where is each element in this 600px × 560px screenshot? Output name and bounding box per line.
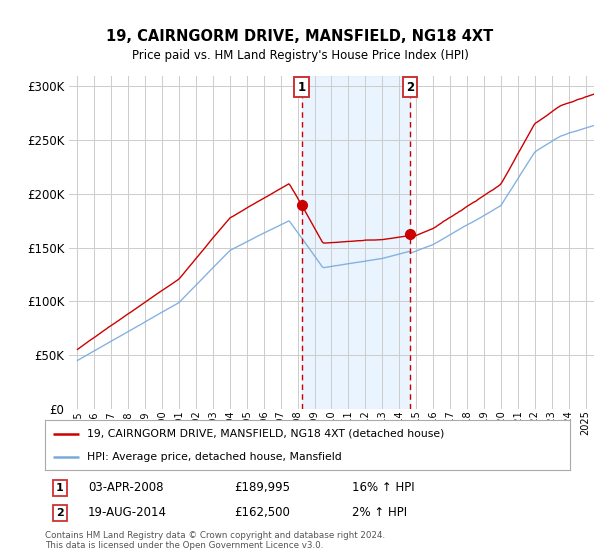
Text: 2: 2	[406, 81, 414, 94]
Text: 19, CAIRNGORM DRIVE, MANSFIELD, NG18 4XT: 19, CAIRNGORM DRIVE, MANSFIELD, NG18 4XT	[106, 29, 494, 44]
Text: Price paid vs. HM Land Registry's House Price Index (HPI): Price paid vs. HM Land Registry's House …	[131, 49, 469, 63]
Text: £162,500: £162,500	[234, 506, 290, 519]
Text: 1: 1	[56, 483, 64, 493]
Text: 03-APR-2008: 03-APR-2008	[88, 482, 164, 494]
Text: 19, CAIRNGORM DRIVE, MANSFIELD, NG18 4XT (detached house): 19, CAIRNGORM DRIVE, MANSFIELD, NG18 4XT…	[87, 428, 445, 438]
Text: 2: 2	[56, 508, 64, 518]
Text: 19-AUG-2014: 19-AUG-2014	[88, 506, 167, 519]
Text: 1: 1	[298, 81, 306, 94]
Text: 16% ↑ HPI: 16% ↑ HPI	[352, 482, 415, 494]
Bar	[302, 76, 410, 409]
Text: Contains HM Land Registry data © Crown copyright and database right 2024.
This d: Contains HM Land Registry data © Crown c…	[45, 531, 385, 550]
Text: 2% ↑ HPI: 2% ↑ HPI	[352, 506, 407, 519]
Text: £189,995: £189,995	[234, 482, 290, 494]
Text: HPI: Average price, detached house, Mansfield: HPI: Average price, detached house, Mans…	[87, 452, 342, 462]
